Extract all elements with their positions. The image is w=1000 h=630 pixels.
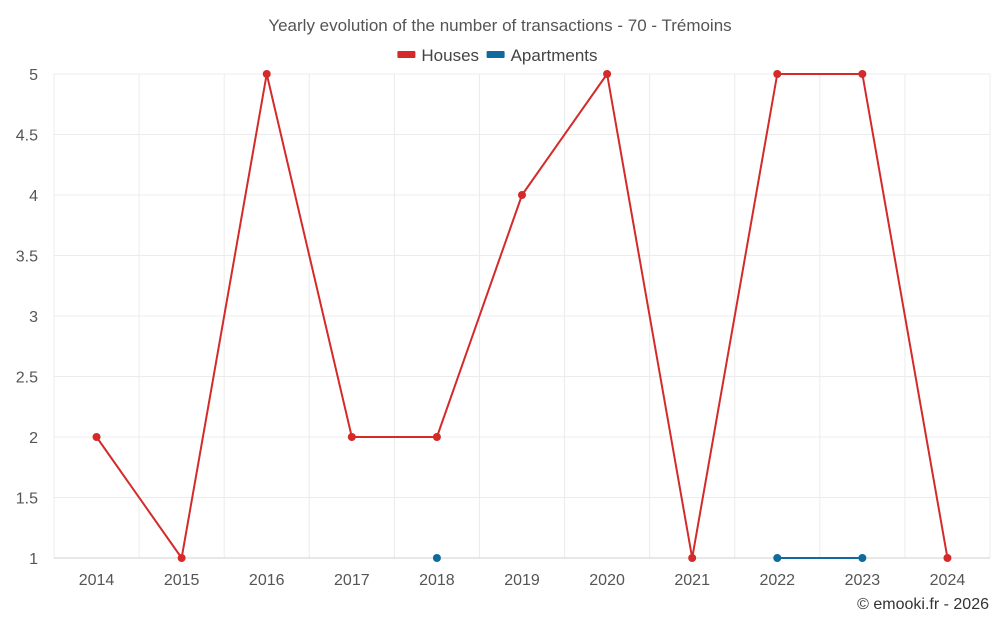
legend[interactable]: Houses Apartments xyxy=(397,46,598,65)
x-tick-label: 2021 xyxy=(674,572,710,589)
data-point[interactable] xyxy=(177,554,186,562)
data-point[interactable] xyxy=(518,191,526,199)
x-tick-label: 2016 xyxy=(249,572,285,589)
y-tick-label: 1 xyxy=(29,551,38,568)
y-tick-label: 3.5 xyxy=(16,249,38,266)
y-tick-label: 1.5 xyxy=(16,491,38,508)
data-point[interactable] xyxy=(943,554,952,562)
x-tick-label: 2017 xyxy=(334,572,370,589)
axes: 1 1.5 2 2.5 3 3.5 4 4.5 5 2014 2015 2016 2017 2018 201… xyxy=(16,67,990,589)
x-tick-label: 2015 xyxy=(164,572,200,589)
data-point[interactable] xyxy=(262,70,271,78)
legend-swatch xyxy=(486,51,505,58)
x-tick-label: 2019 xyxy=(504,572,540,589)
data-point[interactable] xyxy=(773,554,782,562)
chart-title: Yearly evolution of the number of transa… xyxy=(268,16,731,35)
y-tick-label: 3 xyxy=(29,309,38,326)
x-tick-label: 2023 xyxy=(845,572,881,589)
x-tick-label: 2018 xyxy=(419,572,455,589)
data-point[interactable] xyxy=(432,554,441,562)
y-tick-label: 4 xyxy=(29,188,38,205)
data-point[interactable] xyxy=(858,554,867,562)
y-tick-label: 5 xyxy=(29,67,38,84)
y-tick-label: 2 xyxy=(29,430,38,447)
data-point[interactable] xyxy=(603,70,612,78)
series-layer xyxy=(92,70,952,562)
data-point[interactable] xyxy=(858,70,867,78)
x-tick-label: 2024 xyxy=(930,572,966,589)
data-point[interactable] xyxy=(347,433,356,441)
data-point[interactable] xyxy=(688,554,697,562)
series-houses xyxy=(92,70,952,562)
series-apartments xyxy=(432,554,867,562)
credit-text: © emooki.fr - 2026 xyxy=(857,596,989,613)
legend-label: Apartments xyxy=(511,46,598,65)
y-tick-label: 2.5 xyxy=(16,370,38,387)
legend-label: Houses xyxy=(421,46,479,65)
x-tick-label: 2020 xyxy=(589,572,625,589)
data-point[interactable] xyxy=(432,433,441,441)
legend-swatch xyxy=(397,51,416,58)
legend-item-apartments[interactable]: Apartments xyxy=(486,46,598,65)
legend-item-houses[interactable]: Houses xyxy=(397,46,479,65)
x-tick-label: 2022 xyxy=(759,572,795,589)
x-tick-label: 2014 xyxy=(79,572,115,589)
y-tick-label: 4.5 xyxy=(16,128,38,145)
data-point[interactable] xyxy=(773,70,782,78)
data-point[interactable] xyxy=(92,433,101,441)
